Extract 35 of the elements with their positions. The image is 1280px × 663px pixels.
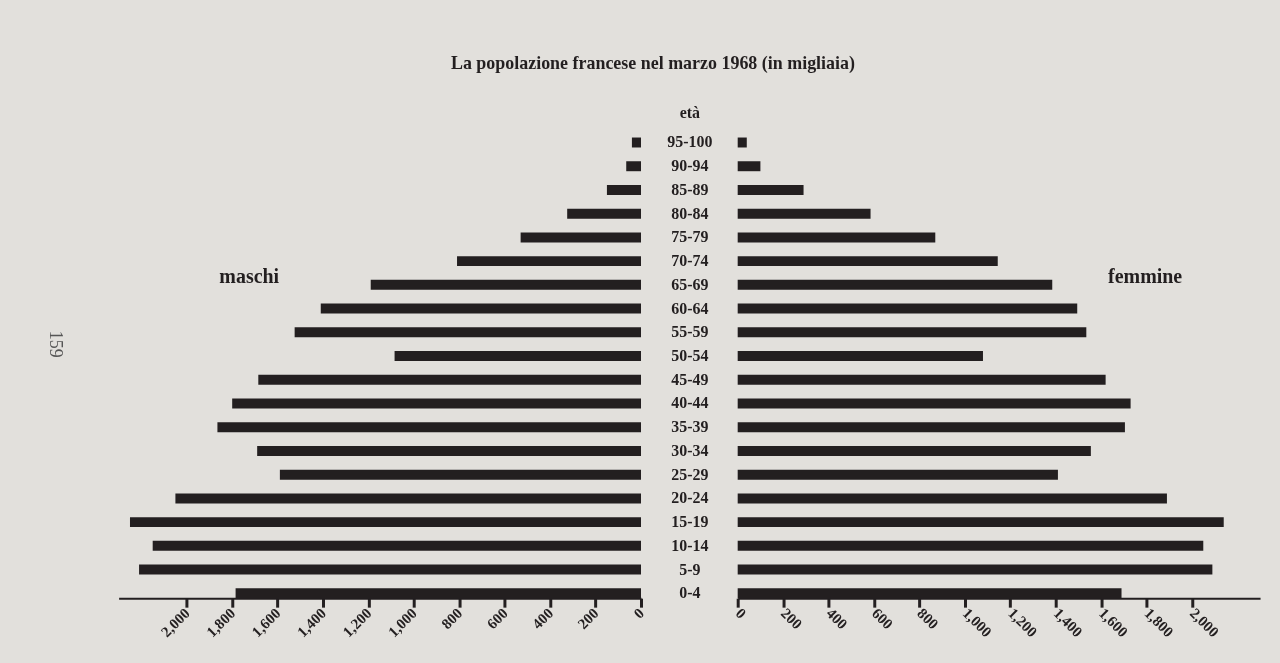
y-tick-label: 50-54 — [671, 347, 709, 365]
y-tick-label: 30-34 — [671, 441, 709, 459]
y-tick-label: 5-9 — [679, 560, 701, 578]
y-tick-label: 90-94 — [671, 157, 709, 175]
y-tick-label: 35-39 — [671, 418, 709, 436]
text: maschi — [219, 265, 280, 288]
y-axis-title: età — [679, 104, 701, 122]
x-tick-label: 200 — [777, 604, 806, 633]
y-tick-label: 85-89 — [671, 180, 709, 198]
series-label: femmine — [1108, 265, 1183, 288]
y-tick-label: 45-49 — [671, 370, 709, 388]
x-tick-label: 800 — [438, 604, 466, 633]
y-tick-label: 55-59 — [671, 323, 709, 341]
x-tick-label: 400 — [823, 604, 851, 633]
chart-title: La popolazione francese nel marzo 1968 (in migliaia) — [450, 52, 855, 74]
x-tick-label: 200 — [574, 604, 602, 633]
x-tick-label: 0 — [732, 604, 750, 622]
x-tick-label: 600 — [868, 604, 896, 633]
y-tick-label: 15-19 — [671, 513, 709, 531]
x-tick-label: 800 — [914, 604, 942, 633]
y-tick-label: 10-14 — [671, 536, 709, 554]
y-tick-label: 70-74 — [671, 252, 709, 270]
y-tick-label: 20-24 — [671, 489, 709, 507]
y-tick-label: 40-44 — [671, 394, 709, 412]
x-tick-label: 600 — [483, 604, 511, 633]
y-tick-label: 25-29 — [671, 465, 709, 483]
y-tick-label: 95-100 — [667, 133, 713, 151]
text: 159 — [45, 330, 66, 358]
y-tick-label: 75-79 — [671, 228, 709, 246]
y-tick-label: 65-69 — [671, 275, 709, 293]
y-tick-label: 0-4 — [679, 584, 701, 602]
y-tick-label: 80-84 — [671, 204, 709, 222]
x-tick-label: 400 — [529, 604, 557, 633]
y-tick-label: 60-64 — [671, 299, 709, 317]
x-tick-label: 0 — [630, 604, 648, 622]
